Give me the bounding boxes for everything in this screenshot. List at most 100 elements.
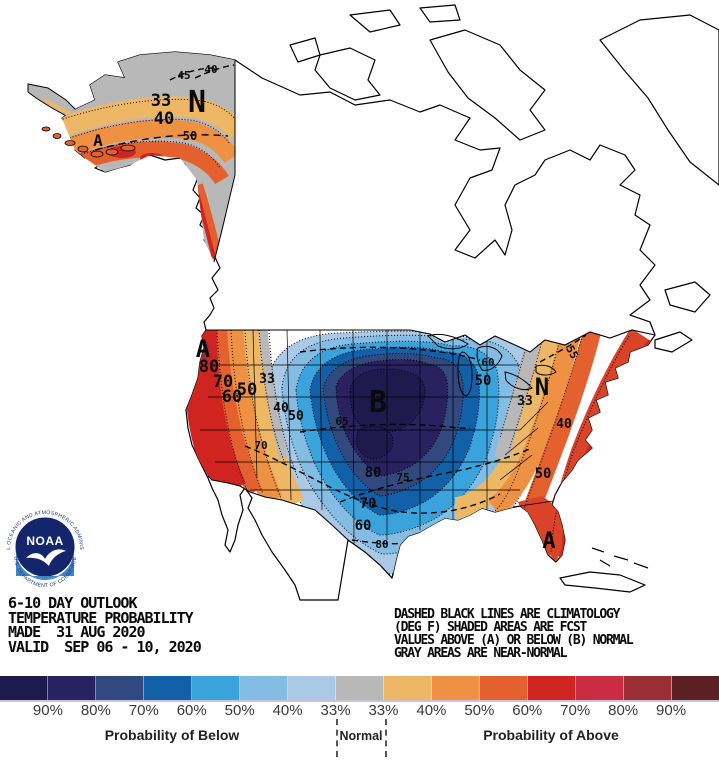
percent-label: 80%: [80, 702, 111, 719]
percent-label: 60%: [176, 702, 207, 719]
percent-label: 33%: [368, 702, 399, 719]
map-label-70: 70: [213, 372, 233, 392]
map-label-60: 60: [355, 518, 372, 534]
map-label-80: 80: [375, 538, 388, 551]
map-label-N: N: [535, 373, 549, 401]
colorbar-segment: [288, 676, 336, 700]
bahamas-islands: [591, 547, 649, 569]
noaa-logo-text: NOAA: [26, 534, 63, 548]
us-mexico-border: [207, 475, 393, 579]
normal-caption: Normal: [339, 729, 383, 743]
percent-label: 90%: [656, 702, 687, 719]
percent-label: 50%: [224, 702, 255, 719]
map-label-40: 40: [273, 401, 289, 416]
map-label-50: 50: [288, 409, 304, 424]
conus-shading: [186, 330, 655, 575]
product-title-block: 6-10 DAY OUTLOOK TEMPERATURE PROBABILITY M…: [8, 594, 202, 656]
colorbar-segment: [576, 676, 624, 700]
text-line: VALUES ABOVE (A) OR BELOW (B) NORMAL: [394, 633, 634, 648]
map-label-B: B: [369, 385, 387, 420]
colorbar-segment: [624, 676, 672, 700]
percent-label: 80%: [608, 702, 639, 719]
map-label-70: 70: [254, 439, 267, 452]
text-line: MADE 31 AUG 2020: [8, 623, 146, 641]
map-label-50: 50: [535, 466, 552, 482]
island-arctic-1: [349, 9, 401, 33]
colorbar-segment: [0, 676, 48, 700]
political-borders: [200, 60, 656, 579]
map-label-80: 80: [199, 357, 219, 377]
great-lakes: [427, 333, 557, 397]
map-label-45: 45: [177, 69, 190, 82]
percent-label: 40%: [272, 702, 303, 719]
map-label-80: 80: [365, 465, 382, 481]
alaska-shading: [62, 52, 235, 262]
island-cuba: [559, 571, 646, 593]
alaska-canada-border: [213, 60, 236, 263]
map-label-60: 60: [481, 356, 494, 369]
island-victoria: [314, 47, 381, 101]
percent-label: 40%: [416, 702, 447, 719]
text-line: DASHED BLACK LINES ARE CLIMATOLOGY: [394, 607, 621, 622]
map-label-33: 33: [517, 394, 533, 409]
map-label-50: 50: [475, 373, 492, 389]
band-below-core: [349, 368, 426, 434]
text-line: VALID SEP 06 - 10, 2020: [8, 637, 202, 656]
map-label-60: 60: [222, 387, 242, 407]
colorbar-segment: [432, 676, 480, 700]
colorbar-segment: [96, 676, 144, 700]
island-arctic-2: [419, 4, 461, 23]
text-line: 6-10 DAY OUTLOOK: [8, 594, 137, 612]
map-label-75: 75: [396, 471, 409, 484]
noaa-ring-top-text: NATIONAL OCEANIC AND ATMOSPHERIC ADMINIS…: [0, 0, 84, 550]
below-caption: Probability of Below: [104, 727, 240, 743]
colorbar-segment: [48, 676, 96, 700]
normal-right-dash: [385, 719, 387, 757]
map-label-55: 55: [563, 343, 581, 361]
percent-label: 60%: [512, 702, 543, 719]
greenland: [599, 14, 719, 186]
colorbar-segment: [192, 676, 240, 700]
island-banks: [289, 37, 321, 63]
colorbar-segment: [384, 676, 432, 700]
colorbar-segment: [528, 676, 576, 700]
map-label-40: 40: [556, 417, 572, 432]
map-label-A: A: [542, 529, 555, 554]
map-label-40: 40: [204, 63, 217, 76]
probability-colorbar: [0, 676, 719, 702]
text-line: GRAY AREAS ARE NEAR-NORMAL: [394, 646, 567, 661]
text-line: TEMPERATURE PROBABILITY: [8, 608, 194, 627]
band-below-core-2: [355, 426, 394, 460]
state-lines: [200, 330, 561, 546]
normal-left-dash: [336, 719, 338, 757]
aleutian-islands: [41, 126, 136, 158]
legend-note-block: DASHED BLACK LINES ARE CLIMATOLOGY (DEG F…: [394, 607, 634, 661]
map-label-50: 50: [237, 380, 257, 400]
percent-label: 70%: [560, 702, 591, 719]
us-canada-border: [206, 329, 656, 353]
text-line: (DEG F) SHADED AREAS ARE FCST: [394, 620, 587, 635]
island-newfoundland: [664, 281, 711, 313]
map-label-33: 33: [151, 91, 171, 111]
colorbar-segment: [144, 676, 192, 700]
map-label-N: N: [188, 85, 206, 120]
percent-label: 50%: [464, 702, 495, 719]
map-label-50: 50: [183, 129, 197, 143]
island-baffin: [429, 29, 546, 141]
map-label-A: A: [196, 335, 211, 363]
percent-label: 70%: [128, 702, 159, 719]
colorbar-segment: [672, 676, 719, 700]
colorbar-segment: [336, 676, 384, 700]
map-label-65: 65: [335, 415, 348, 428]
percent-label: 90%: [32, 702, 63, 719]
svg-text:NATIONAL OCEANIC AND ATMOSPHER: NATIONAL OCEANIC AND ATMOSPHERIC ADMINIS…: [0, 0, 84, 550]
percent-label: 33%: [320, 702, 351, 719]
island-nova-scotia: [654, 331, 693, 353]
map-label-40: 40: [154, 109, 174, 129]
map-label-A: A: [93, 131, 103, 150]
above-caption: Probability of Above: [483, 727, 619, 743]
noaa-bird-icon: [26, 549, 66, 566]
